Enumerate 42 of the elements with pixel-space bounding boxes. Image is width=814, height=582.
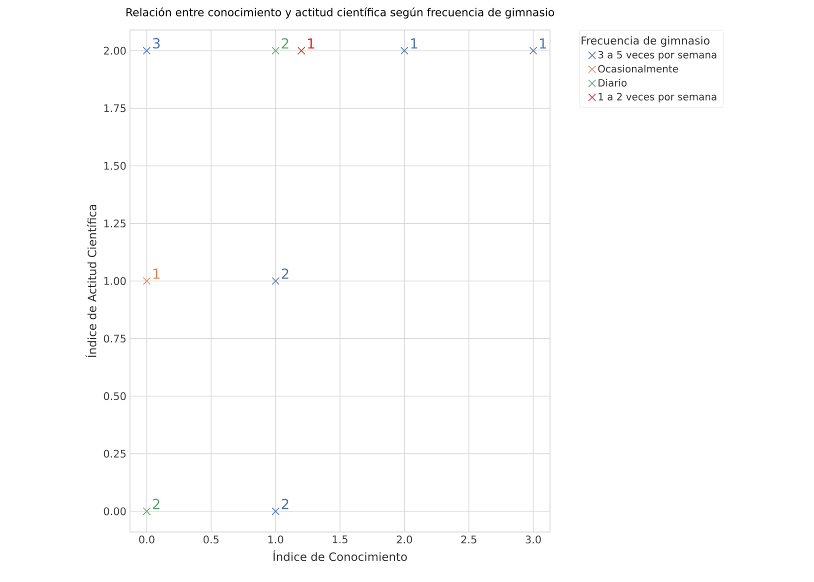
x-tick-label: 1.0 [268,536,284,544]
y-tick-label: 0.00 [104,507,126,516]
point [272,507,280,516]
annotation: 2 [152,498,160,510]
point [529,46,538,55]
y-tick-label: 1.00 [104,277,126,285]
chart-title: Relación entre conocimiento y actitud científica según frecuencia de gimnasio [126,7,554,19]
annotation: 2 [282,498,288,510]
legend-label: 3 a 5 veces por semana [598,50,716,60]
point [297,46,306,55]
annotation: 2 [282,268,288,279]
point [400,46,408,55]
annotation: 1 [540,38,546,49]
x-tick-label: 2.0 [396,536,412,544]
legend-title: Frecuencia de gimnasio [582,36,710,47]
point [142,46,151,55]
annotation: 3 [152,38,160,49]
point [142,277,151,285]
y-tick-label: 2.00 [104,46,126,55]
y-tick-label: 0.50 [104,392,126,400]
point [272,46,280,55]
point [272,277,280,285]
y-tick-label: 0.75 [104,334,126,343]
point [142,507,151,516]
y-tick-label: 0.25 [104,450,126,458]
x-tick-label: 3.0 [526,536,541,544]
legend-label: 1 a 2 veces por semana [598,92,716,102]
x-axis-title: Índice de Conocimiento [273,550,407,562]
annotation: 1 [153,268,160,279]
x-tick-label: 0.5 [204,536,219,544]
y-tick-label: 1.75 [104,104,126,112]
annotation: 2 [282,38,288,49]
x-tick-label: 0.0 [139,536,154,544]
legend-label: Diario [598,78,627,87]
x-tick-label: 1.5 [332,536,348,544]
y-tick-label: 1.50 [104,162,126,170]
y-tick-label: 1.25 [104,219,126,228]
legend-label: Ocasionalmente [598,64,678,73]
annotation: 1 [411,38,418,49]
x-tick-label: 2.5 [461,536,476,544]
annotation: 1 [308,38,314,49]
y-axis-title: Índice de Actitud Científica [86,205,96,358]
